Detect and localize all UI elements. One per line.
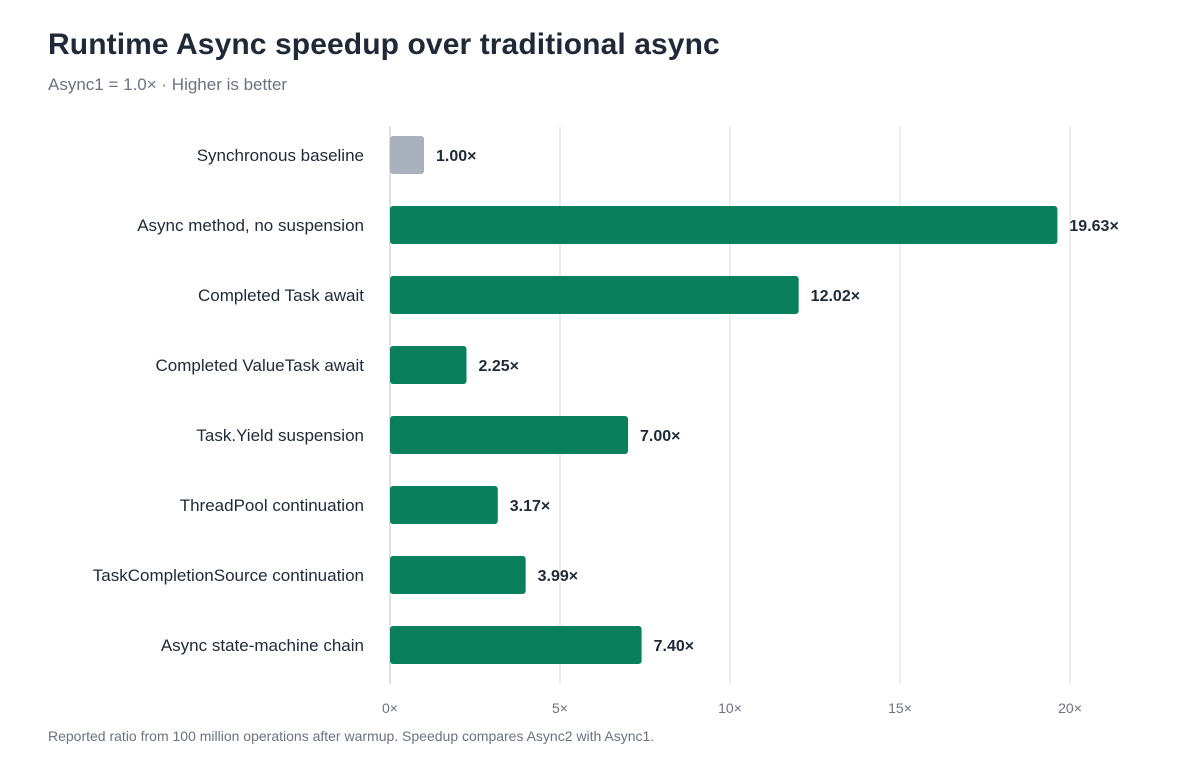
category-label: Completed ValueTask await: [155, 356, 364, 375]
category-label: Synchronous baseline: [197, 146, 364, 165]
bar: [390, 206, 1058, 244]
category-label: Task.Yield suspension: [196, 426, 364, 445]
value-label: 7.00×: [640, 428, 680, 445]
bar: [390, 346, 467, 384]
bar: [390, 556, 526, 594]
value-label: 12.02×: [811, 288, 860, 305]
bar: [390, 276, 799, 314]
category-label: TaskCompletionSource continuation: [93, 566, 364, 585]
x-tick-label: 20×: [1058, 700, 1082, 716]
chart-footnote: Reported ratio from 100 million operatio…: [48, 728, 655, 744]
x-tick-label: 15×: [888, 700, 912, 716]
category-label: Async state-machine chain: [161, 636, 364, 655]
bar: [390, 626, 642, 664]
category-label: Completed Task await: [198, 286, 364, 305]
chart-subtitle: Async1 = 1.0× · Higher is better: [48, 75, 288, 94]
bar: [390, 486, 498, 524]
bar: [390, 416, 628, 454]
value-label: 19.63×: [1069, 218, 1118, 235]
x-tick-label: 0×: [382, 700, 398, 716]
category-label: Async method, no suspension: [137, 216, 364, 235]
value-label: 3.99×: [538, 568, 578, 585]
value-label: 1.00×: [436, 148, 476, 165]
chart-title: Runtime Async speedup over traditional a…: [48, 28, 720, 61]
bar: [390, 136, 424, 174]
x-tick-label: 10×: [718, 700, 742, 716]
value-label: 3.17×: [510, 498, 550, 515]
x-tick-label: 5×: [552, 700, 568, 716]
value-label: 2.25×: [479, 358, 519, 375]
value-label: 7.40×: [654, 638, 694, 655]
category-label: ThreadPool continuation: [180, 496, 364, 515]
